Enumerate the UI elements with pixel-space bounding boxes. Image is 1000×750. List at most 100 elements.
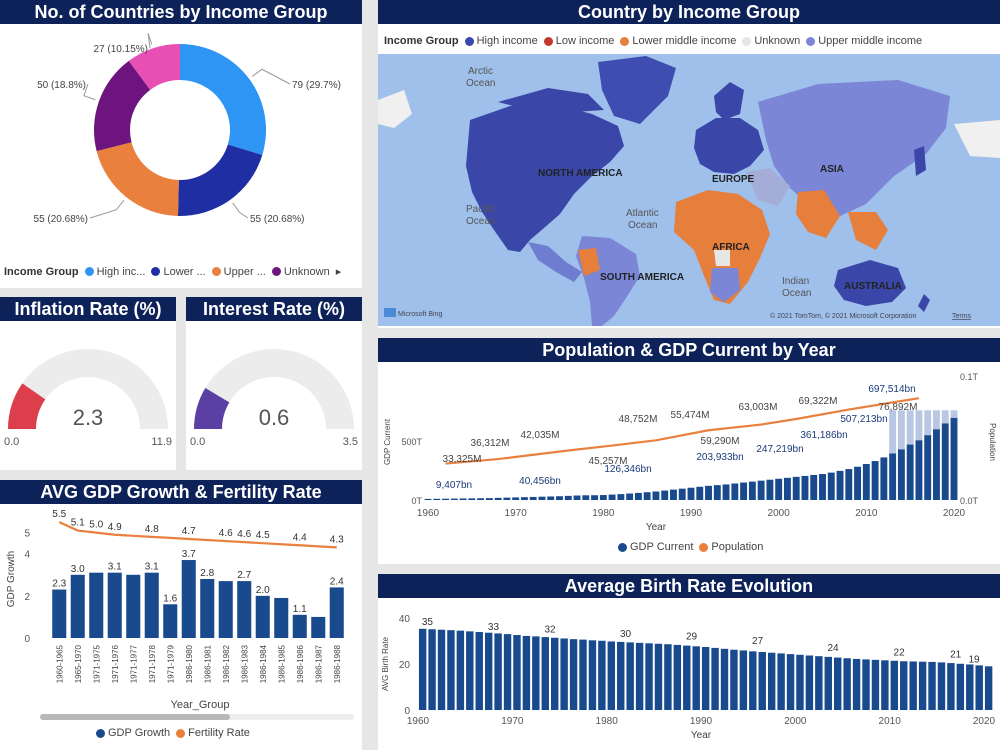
gdp-current-bar[interactable] [678,488,686,500]
gdp-current-bar[interactable] [459,498,467,500]
birth-rate-bar[interactable] [607,641,616,710]
birth-rate-bar[interactable] [758,652,766,710]
gdp-current-bar[interactable] [564,495,572,500]
map-legend-item[interactable]: Low income [543,35,614,47]
southeast-asia[interactable] [848,212,888,250]
birth-rate-bar[interactable] [805,655,814,710]
gdp-current-bar[interactable] [450,498,458,500]
scandinavia[interactable] [714,82,744,120]
birth-rate-bar[interactable] [494,633,502,710]
birth-rate-bar[interactable] [428,629,436,710]
gdp-current-bar[interactable] [810,474,818,500]
asia[interactable] [758,80,950,218]
birth-rate-bar[interactable] [937,662,946,710]
gdp-current-bar[interactable] [573,495,581,500]
gdp-current-bar[interactable] [547,496,555,500]
gdp-current-bar[interactable] [731,483,739,500]
gdp-bar[interactable] [255,595,270,638]
birth-rate-bar[interactable] [786,654,795,710]
new-zealand[interactable] [918,294,930,312]
birth-rate-bar[interactable] [815,656,823,710]
gdp-current-bar[interactable] [520,497,528,500]
scrollbar-thumb[interactable] [40,714,230,720]
gdp-current-bar[interactable] [599,495,607,500]
birth-rate-bar[interactable] [683,645,691,710]
birth-rate-bar[interactable] [749,651,757,710]
birth-rate-bar[interactable] [777,653,785,710]
gdp-bar[interactable] [144,572,159,638]
gdp-current-bar[interactable] [854,466,862,500]
gdp-current-bar[interactable] [713,485,721,500]
birth-rate-bar[interactable] [664,644,672,710]
mexico[interactable] [528,242,582,282]
birth-rate-bar[interactable] [767,652,776,710]
gdp-current-bar[interactable] [687,487,695,500]
donut-legend-item[interactable]: Upper ... [211,266,266,278]
population-gdp-chart[interactable]: GDP Current Population 0T 500T 0.0T 0.1T 33,32… [378,362,1000,564]
gdp-current-bar[interactable] [766,479,774,500]
gdp-bar[interactable] [274,597,289,638]
gdp-current-bar[interactable] [740,482,748,500]
greenland[interactable] [598,56,676,124]
interest-gauge[interactable]: 0.6 0.0 3.5 [186,321,362,470]
gdp-current-bar[interactable] [582,495,590,500]
gdp-current-bar[interactable] [670,489,677,500]
birth-rate-bar[interactable] [975,665,983,710]
gdp-current-bar[interactable] [652,491,660,500]
gdp-current-bar[interactable] [933,429,940,500]
birth-rate-bar[interactable] [711,647,719,710]
gdp-current-bar[interactable] [889,453,897,500]
map-legend-item[interactable]: High income [464,35,538,47]
birth-rate-bar[interactable] [569,639,578,710]
birth-rate-bar[interactable] [984,666,993,710]
donut-slice[interactable] [180,44,266,156]
gdp-current-bar[interactable] [591,495,599,500]
south-america-orange[interactable] [578,248,600,276]
gdp-current-bar[interactable] [424,498,432,500]
europe[interactable] [694,118,764,174]
birth-rate-bar[interactable] [645,643,653,710]
gdp-current-bar[interactable] [529,496,537,500]
gdp-bar[interactable] [70,574,85,638]
birth-rate-bar[interactable] [560,638,568,710]
map-legend-item[interactable]: Unknown [742,35,800,47]
gdp-bar[interactable] [237,581,252,638]
birth-rate-bar[interactable] [437,629,446,710]
birth-rate-bar[interactable] [475,632,483,710]
gdp-bar[interactable] [52,589,67,638]
birth-rate-bar[interactable] [852,658,861,710]
birth-rate-bar[interactable] [824,656,832,710]
gdp-current-bar[interactable] [512,497,520,500]
birth-rate-bar[interactable] [513,635,521,710]
birth-rate-bar[interactable] [626,642,634,710]
birth-rate-bar[interactable] [833,657,842,710]
canada-north[interactable] [498,88,604,112]
gdp-current-bar[interactable] [950,417,958,500]
gdp-current-bar[interactable] [477,498,485,500]
birth-rate-bar[interactable] [447,630,455,710]
gdp-bar[interactable] [107,572,122,638]
gdp-fertility-legend-item[interactable]: GDP Growth [96,727,170,739]
middle-east[interactable] [746,168,790,206]
pop-gdp-legend-item[interactable]: Population [699,541,763,553]
birth-rate-bar[interactable] [484,632,493,710]
gdp-current-bar[interactable] [836,470,844,500]
gdp-bar[interactable] [218,581,233,638]
gdp-current-bar[interactable] [485,498,493,500]
birth-rate-bar[interactable] [418,628,427,710]
unknown-west[interactable] [378,90,412,128]
birth-rate-bar[interactable] [843,658,851,710]
birth-rate-bar[interactable] [918,661,927,710]
gdp-current-bar[interactable] [617,494,625,500]
donut-legend-item[interactable]: Unknown [271,266,330,278]
gdp-current-bar[interactable] [433,498,441,500]
birth-rate-bar[interactable] [503,634,512,710]
gdp-current-bar[interactable] [442,498,449,500]
birth-rate-bar[interactable] [532,636,540,710]
birth-rate-bar[interactable] [654,643,663,710]
birth-rate-bar[interactable] [928,661,936,710]
africa-unknown[interactable] [714,250,730,266]
gdp-current-bar[interactable] [661,490,669,500]
gdp-current-bar[interactable] [705,485,712,500]
fertility-line[interactable] [58,521,337,549]
